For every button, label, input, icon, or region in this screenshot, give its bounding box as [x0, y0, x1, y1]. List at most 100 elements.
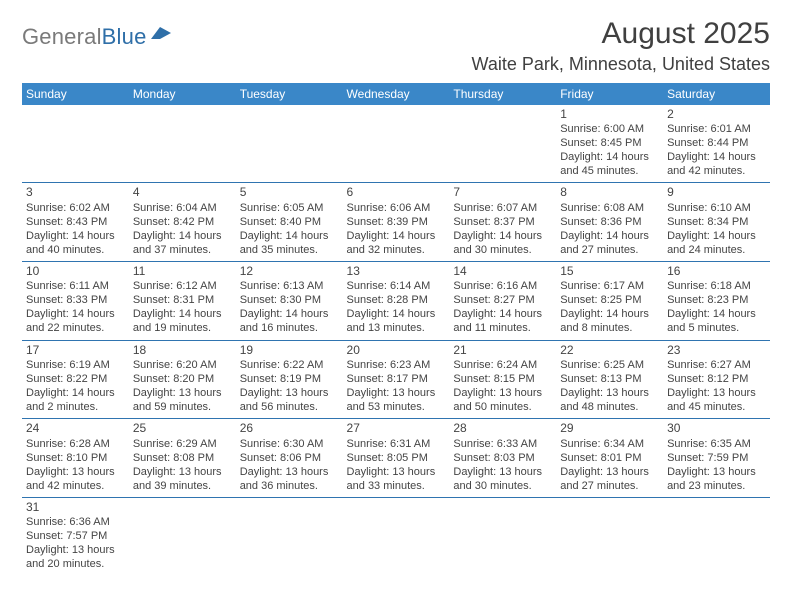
calendar-day-cell: 2Sunrise: 6:01 AMSunset: 8:44 PMDaylight… [663, 105, 770, 183]
day-sunrise: Sunrise: 6:22 AM [240, 358, 339, 372]
day-sunrise: Sunrise: 6:20 AM [133, 358, 232, 372]
day-daylight1: Daylight: 13 hours [453, 465, 552, 479]
day-number: 17 [26, 343, 125, 358]
day-daylight1: Daylight: 14 hours [560, 150, 659, 164]
day-sunset: Sunset: 8:20 PM [133, 372, 232, 386]
day-daylight2: and 45 minutes. [560, 164, 659, 178]
day-number: 13 [347, 264, 446, 279]
calendar-body: 1Sunrise: 6:00 AMSunset: 8:45 PMDaylight… [22, 105, 770, 576]
day-number: 23 [667, 343, 766, 358]
day-daylight2: and 16 minutes. [240, 321, 339, 335]
day-daylight2: and 19 minutes. [133, 321, 232, 335]
calendar-day-cell: 18Sunrise: 6:20 AMSunset: 8:20 PMDayligh… [129, 340, 236, 419]
weekday-header: Saturday [663, 83, 770, 105]
day-sunset: Sunset: 8:45 PM [560, 136, 659, 150]
day-daylight2: and 11 minutes. [453, 321, 552, 335]
calendar-day-cell [129, 497, 236, 575]
calendar-day-cell: 30Sunrise: 6:35 AMSunset: 7:59 PMDayligh… [663, 419, 770, 498]
calendar-day-cell [22, 105, 129, 183]
day-sunrise: Sunrise: 6:19 AM [26, 358, 125, 372]
day-daylight1: Daylight: 13 hours [26, 543, 125, 557]
day-number: 9 [667, 185, 766, 200]
day-sunset: Sunset: 8:33 PM [26, 293, 125, 307]
day-sunset: Sunset: 8:19 PM [240, 372, 339, 386]
calendar-week-row: 10Sunrise: 6:11 AMSunset: 8:33 PMDayligh… [22, 261, 770, 340]
day-number: 20 [347, 343, 446, 358]
day-number: 4 [133, 185, 232, 200]
day-daylight2: and 5 minutes. [667, 321, 766, 335]
day-sunset: Sunset: 8:44 PM [667, 136, 766, 150]
day-daylight1: Daylight: 13 hours [347, 465, 446, 479]
day-number: 25 [133, 421, 232, 436]
day-sunrise: Sunrise: 6:08 AM [560, 201, 659, 215]
day-daylight2: and 27 minutes. [560, 479, 659, 493]
day-daylight1: Daylight: 13 hours [133, 465, 232, 479]
day-daylight1: Daylight: 14 hours [26, 386, 125, 400]
title-block: August 2025 Waite Park, Minnesota, Unite… [472, 18, 770, 75]
day-daylight1: Daylight: 13 hours [26, 465, 125, 479]
day-sunset: Sunset: 8:34 PM [667, 215, 766, 229]
day-sunrise: Sunrise: 6:23 AM [347, 358, 446, 372]
day-daylight2: and 27 minutes. [560, 243, 659, 257]
day-daylight2: and 20 minutes. [26, 557, 125, 571]
day-sunrise: Sunrise: 6:11 AM [26, 279, 125, 293]
day-daylight1: Daylight: 14 hours [240, 307, 339, 321]
day-number: 28 [453, 421, 552, 436]
logo-flag-icon [151, 25, 171, 43]
day-sunrise: Sunrise: 6:29 AM [133, 437, 232, 451]
calendar-day-cell: 20Sunrise: 6:23 AMSunset: 8:17 PMDayligh… [343, 340, 450, 419]
day-daylight1: Daylight: 13 hours [240, 386, 339, 400]
logo-word-general: General [22, 24, 102, 49]
day-sunset: Sunset: 8:42 PM [133, 215, 232, 229]
logo-word-blue: Blue [102, 24, 147, 49]
calendar-week-row: 31Sunrise: 6:36 AMSunset: 7:57 PMDayligh… [22, 497, 770, 575]
calendar-day-cell: 15Sunrise: 6:17 AMSunset: 8:25 PMDayligh… [556, 261, 663, 340]
calendar-day-cell: 3Sunrise: 6:02 AMSunset: 8:43 PMDaylight… [22, 183, 129, 262]
day-daylight1: Daylight: 13 hours [133, 386, 232, 400]
calendar-day-cell: 7Sunrise: 6:07 AMSunset: 8:37 PMDaylight… [449, 183, 556, 262]
day-number: 5 [240, 185, 339, 200]
calendar-day-cell: 28Sunrise: 6:33 AMSunset: 8:03 PMDayligh… [449, 419, 556, 498]
day-daylight2: and 24 minutes. [667, 243, 766, 257]
calendar-day-cell [343, 105, 450, 183]
day-sunrise: Sunrise: 6:06 AM [347, 201, 446, 215]
calendar-day-cell: 31Sunrise: 6:36 AMSunset: 7:57 PMDayligh… [22, 497, 129, 575]
calendar-table: Sunday Monday Tuesday Wednesday Thursday… [22, 83, 770, 576]
day-number: 21 [453, 343, 552, 358]
day-daylight1: Daylight: 14 hours [667, 307, 766, 321]
calendar-day-cell [663, 497, 770, 575]
calendar-day-cell: 10Sunrise: 6:11 AMSunset: 8:33 PMDayligh… [22, 261, 129, 340]
day-daylight2: and 36 minutes. [240, 479, 339, 493]
day-daylight2: and 22 minutes. [26, 321, 125, 335]
day-sunrise: Sunrise: 6:04 AM [133, 201, 232, 215]
day-sunrise: Sunrise: 6:07 AM [453, 201, 552, 215]
day-sunset: Sunset: 8:08 PM [133, 451, 232, 465]
calendar-day-cell: 4Sunrise: 6:04 AMSunset: 8:42 PMDaylight… [129, 183, 236, 262]
logo: GeneralBlue [22, 18, 171, 50]
day-daylight1: Daylight: 13 hours [347, 386, 446, 400]
day-daylight1: Daylight: 14 hours [347, 307, 446, 321]
calendar-page: GeneralBlue August 2025 Waite Park, Minn… [0, 0, 792, 612]
day-daylight1: Daylight: 14 hours [560, 307, 659, 321]
day-sunset: Sunset: 8:25 PM [560, 293, 659, 307]
day-number: 12 [240, 264, 339, 279]
calendar-day-cell: 27Sunrise: 6:31 AMSunset: 8:05 PMDayligh… [343, 419, 450, 498]
day-daylight1: Daylight: 13 hours [560, 465, 659, 479]
day-sunrise: Sunrise: 6:34 AM [560, 437, 659, 451]
day-sunrise: Sunrise: 6:17 AM [560, 279, 659, 293]
day-number: 6 [347, 185, 446, 200]
day-daylight2: and 45 minutes. [667, 400, 766, 414]
day-sunrise: Sunrise: 6:31 AM [347, 437, 446, 451]
day-number: 7 [453, 185, 552, 200]
day-sunrise: Sunrise: 6:14 AM [347, 279, 446, 293]
day-number: 27 [347, 421, 446, 436]
calendar-day-cell: 9Sunrise: 6:10 AMSunset: 8:34 PMDaylight… [663, 183, 770, 262]
day-sunrise: Sunrise: 6:00 AM [560, 122, 659, 136]
day-sunset: Sunset: 8:12 PM [667, 372, 766, 386]
calendar-week-row: 3Sunrise: 6:02 AMSunset: 8:43 PMDaylight… [22, 183, 770, 262]
day-sunset: Sunset: 8:43 PM [26, 215, 125, 229]
day-sunrise: Sunrise: 6:01 AM [667, 122, 766, 136]
calendar-header-row: Sunday Monday Tuesday Wednesday Thursday… [22, 83, 770, 105]
day-sunrise: Sunrise: 6:10 AM [667, 201, 766, 215]
day-daylight1: Daylight: 14 hours [667, 229, 766, 243]
